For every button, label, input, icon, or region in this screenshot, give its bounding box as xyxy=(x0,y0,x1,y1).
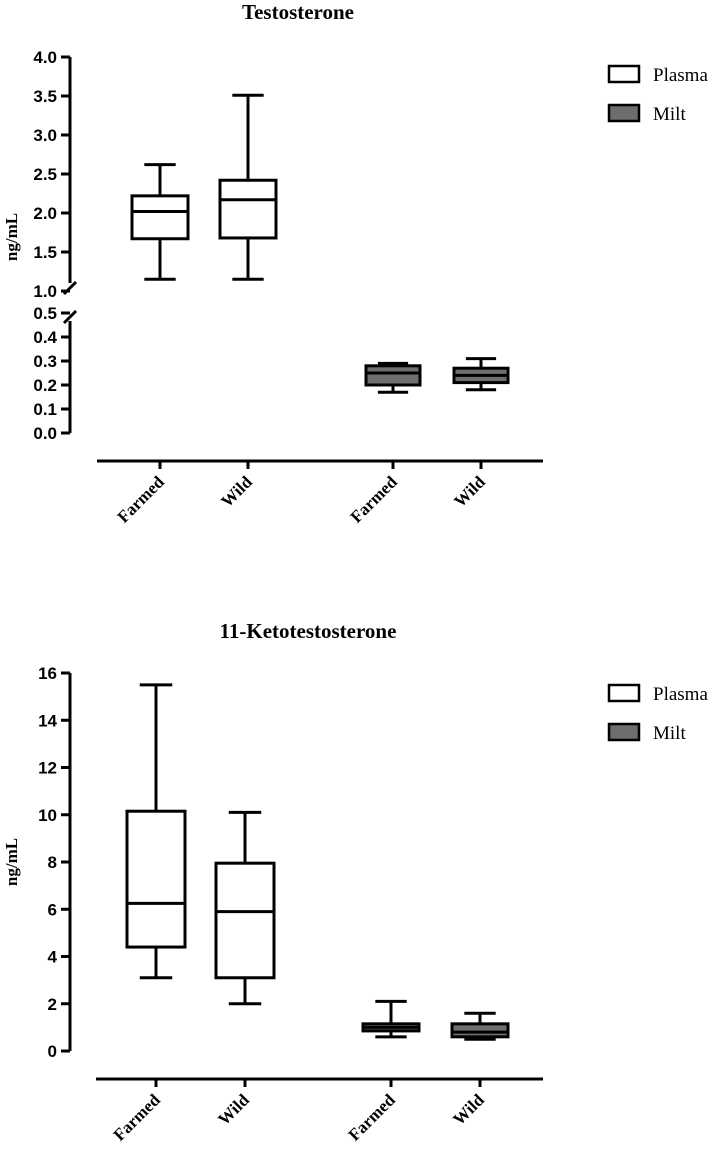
box-plots xyxy=(130,93,510,394)
y-tick-label: 10 xyxy=(38,806,57,825)
y-tick-label: 6 xyxy=(48,900,57,919)
x-tick-label: Wild xyxy=(217,472,256,511)
legend-swatch xyxy=(607,683,641,703)
y-tick-label: 4.0 xyxy=(33,48,57,67)
y-tick-label: 0.4 xyxy=(33,328,57,347)
legend-swatch xyxy=(607,64,641,84)
y-tick-label: 0.1 xyxy=(33,400,57,419)
box-plots xyxy=(125,683,510,1041)
legend-swatch xyxy=(607,103,641,123)
x-tick-label: Farmed xyxy=(114,472,169,527)
box-iqr xyxy=(218,178,278,240)
legend-swatch xyxy=(607,722,641,742)
axis-break-mark xyxy=(62,309,78,325)
legend-label: Plasma xyxy=(653,65,708,86)
legend: Plasma Milt xyxy=(607,683,708,744)
box-iqr xyxy=(214,861,276,980)
y-tick-label: 4 xyxy=(48,948,58,967)
y-tick-label: 0.5 xyxy=(33,304,57,323)
y-axis-label: ng/mL xyxy=(2,213,21,261)
testosterone-chart: Testosterone ng/mL 1.0 1.5 2.0 2.5 3.0 3.5 4.0… xyxy=(2,0,708,527)
chart-title: Testosterone xyxy=(242,0,354,24)
box-iqr xyxy=(130,194,190,241)
y-tick-label: 0.3 xyxy=(33,352,57,371)
y-tick-label: 0.0 xyxy=(33,424,57,443)
y-tick-label: 3.0 xyxy=(33,126,57,145)
y-tick-label: 2.0 xyxy=(33,204,57,223)
y-tick-label: 1.5 xyxy=(33,243,57,262)
y-tick-label: 16 xyxy=(38,664,57,683)
y-tick-label: 0 xyxy=(48,1042,57,1061)
legend-label: Plasma xyxy=(653,684,708,705)
y-tick-label: 2.5 xyxy=(33,165,57,184)
x-tick-label: Wild xyxy=(450,472,489,511)
y-tick-label: 14 xyxy=(38,711,57,730)
y-tick-label: 2 xyxy=(48,995,57,1014)
x-tick-label: Farmed xyxy=(347,472,402,527)
axes: 0 2 4 6 8 10 12 14 16 Farmed Wild Farmed Wild xyxy=(38,664,543,1145)
box-iqr xyxy=(125,809,187,949)
legend-label: Milt xyxy=(653,723,686,744)
legend-label: Milt xyxy=(653,104,686,125)
x-tick-label: Wild xyxy=(214,1090,253,1129)
ketotestosterone-chart: 11-Ketotestosterone ng/mL 0 2 4 6 8 10 12 14 16 F… xyxy=(2,619,708,1145)
y-tick-label: 3.5 xyxy=(33,87,57,106)
x-tick-label: Farmed xyxy=(345,1090,400,1145)
legend: Plasma Milt xyxy=(607,64,708,125)
x-tick-label: Wild xyxy=(449,1090,488,1129)
y-axis-label: ng/mL xyxy=(2,838,21,886)
box-iqr xyxy=(450,1022,510,1039)
box-iqr xyxy=(364,364,422,387)
axes: 1.0 1.5 2.0 2.5 3.0 3.5 4.0 0.0 0.1 0.2 0.3 0.4 0.5 F… xyxy=(33,48,543,527)
chart-title: 11-Ketotestosterone xyxy=(220,619,397,643)
y-tick-label: 1.0 xyxy=(33,282,57,301)
x-tick-label: Farmed xyxy=(110,1090,165,1145)
y-tick-label: 0.2 xyxy=(33,376,57,395)
y-tick-label: 8 xyxy=(48,853,57,872)
y-tick-label: 12 xyxy=(38,759,57,778)
